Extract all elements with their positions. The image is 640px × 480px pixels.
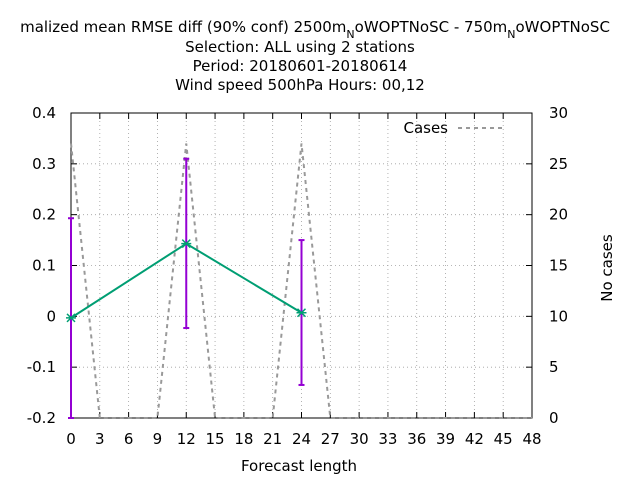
title-line-4: Wind speed 500hPa Hours: 00,12 (175, 76, 425, 94)
x-tick-label: 6 (124, 430, 134, 448)
x-tick-label: 9 (153, 430, 163, 448)
x-tick-label: 18 (234, 430, 253, 448)
title-line-1: malized mean RMSE diff (90% conf) 2500mN… (20, 18, 610, 41)
x-axis-label: Forecast length (241, 457, 357, 475)
y2-axis-label: No cases (598, 234, 616, 302)
legend-label: Cases (403, 119, 448, 137)
x-tick-label: 3 (95, 430, 105, 448)
y2-tick-label: 20 (549, 206, 568, 224)
data-point (181, 239, 192, 249)
cases-series (70, 143, 532, 419)
x-tick-label: 39 (436, 430, 455, 448)
x-tick-label: 30 (350, 430, 369, 448)
title-line-3: Period: 20180601-20180614 (193, 57, 408, 75)
y2-tick-label: 25 (549, 155, 568, 173)
y-tick-label: 0.2 (32, 206, 56, 224)
y2-tick-label: 15 (549, 257, 568, 275)
y-tick-label: -0.1 (27, 358, 56, 376)
y-tick-label: 0 (46, 307, 56, 325)
y-tick-label: -0.2 (27, 409, 56, 427)
x-tick-label: 27 (321, 430, 340, 448)
y2-tick-label: 0 (549, 409, 559, 427)
x-tick-label: 45 (494, 430, 513, 448)
y2-tick-label: 30 (549, 104, 568, 122)
x-tick-label: 15 (206, 430, 225, 448)
tick-labels: 0 3 6 9 12 15 18 21 24 27 30 33 36 39 42 45 48-0.2-0.100… (27, 104, 568, 448)
x-tick-label: 0 (66, 430, 76, 448)
x-tick-label: 21 (263, 430, 282, 448)
y2-tick-label: 10 (549, 307, 568, 325)
chart-title: malized mean RMSE diff (90% conf) 2500mN… (20, 18, 610, 94)
data-point (66, 313, 76, 323)
x-tick-label: 48 (522, 430, 541, 448)
rmse-diff-series (66, 157, 307, 419)
x-tick-label: 33 (378, 430, 397, 448)
x-tick-label: 12 (177, 430, 196, 448)
grid (71, 113, 532, 418)
title-line-2: Selection: ALL using 2 stations (185, 38, 415, 56)
y-tick-label: 0.1 (32, 257, 56, 275)
cases-line (70, 143, 532, 419)
x-tick-label: 42 (465, 430, 484, 448)
y-tick-label: 0.3 (32, 155, 56, 173)
y-tick-label: 0.4 (32, 104, 56, 122)
legend: Cases (403, 119, 506, 137)
y2-tick-label: 5 (549, 358, 559, 376)
data-point (296, 308, 307, 318)
x-tick-label: 36 (407, 430, 426, 448)
x-tick-label: 24 (292, 430, 311, 448)
